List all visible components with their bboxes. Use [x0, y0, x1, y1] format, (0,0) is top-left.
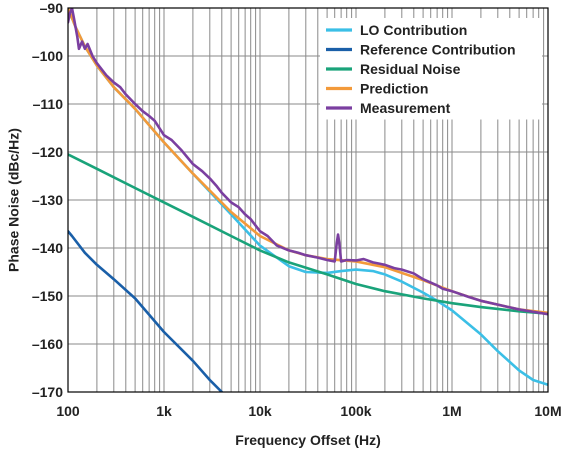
y-tick-label: –100: [32, 48, 63, 64]
legend-box: [320, 18, 542, 120]
legend-label-residual-noise: Residual Noise: [360, 61, 461, 77]
legend-label-lo-contribution: LO Contribution: [360, 22, 467, 38]
y-tick-label: –150: [32, 288, 63, 304]
x-tick-labels: 100 1k 10k 100k 1M 10M: [56, 403, 561, 419]
x-tick-label: 100: [56, 403, 80, 419]
y-tick-label: –160: [32, 336, 63, 352]
y-axis-title: Phase Noise (dBc/Hz): [6, 128, 22, 272]
y-tick-label: –130: [32, 192, 63, 208]
x-tick-label: 1M: [442, 403, 461, 419]
x-tick-label: 100k: [340, 403, 371, 419]
y-tick-label: –170: [32, 384, 63, 400]
y-tick-label: –110: [33, 96, 64, 112]
legend-label-reference-contribution: Reference Contribution: [360, 42, 516, 58]
x-tick-label: 1k: [156, 403, 172, 419]
plot-border: [67, 7, 549, 393]
y-tick-label: –90: [40, 0, 64, 16]
legend-label-measurement: Measurement: [360, 100, 451, 116]
series-line-reference-contribution: [68, 229, 224, 392]
y-tick-labels: –90 –100 –110 –120 –130 –140 –150 –160 –170: [32, 0, 63, 400]
x-tick-label: 10k: [248, 403, 272, 419]
y-tick-label: –120: [32, 144, 63, 160]
legend-label-prediction: Prediction: [360, 81, 428, 97]
x-tick-label: 10M: [534, 403, 561, 419]
series-layer: [68, 8, 548, 392]
legend: LO Contribution Reference Contribution Res…: [320, 18, 542, 120]
x-axis-title: Frequency Offset (Hz): [235, 432, 380, 448]
series-line-residual-noise: [68, 153, 548, 316]
y-tick-label: –140: [32, 240, 63, 256]
series-line-measurement: [68, 8, 548, 316]
